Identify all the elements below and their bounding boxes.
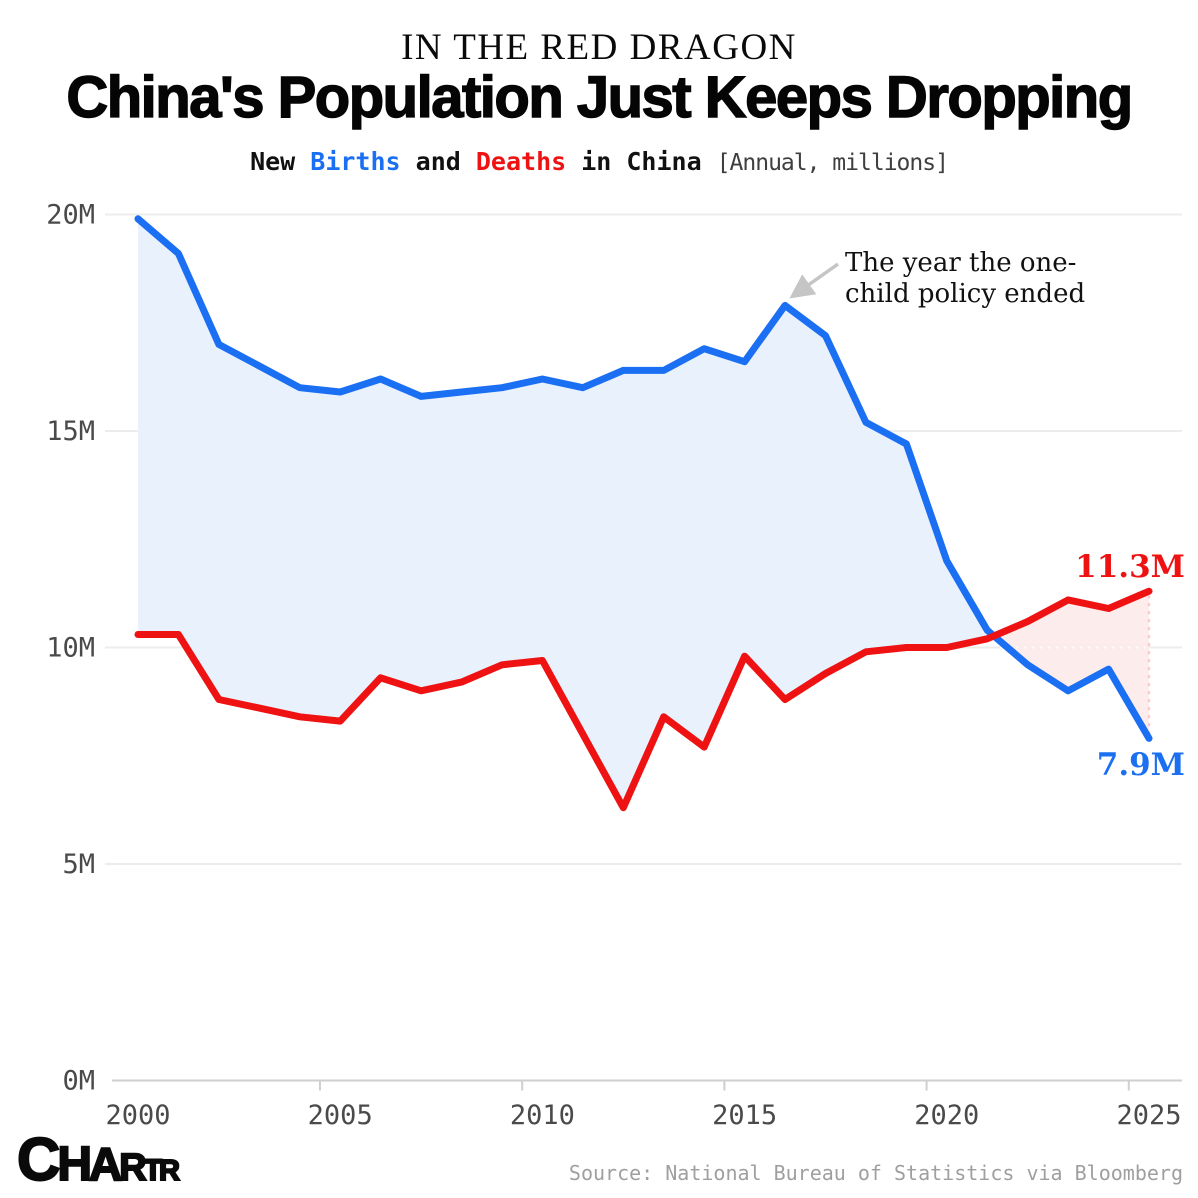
y-tick-label: 10M <box>46 633 95 664</box>
logo-letter: R <box>118 1147 148 1189</box>
subtitle-deaths-word: Deaths <box>475 147 567 176</box>
logo-letter: R <box>158 1155 181 1187</box>
subtitle-prefix: New <box>250 147 311 176</box>
deaths-line <box>134 587 1153 812</box>
deaths-surplus-area <box>994 591 1149 739</box>
logo-letter: A <box>88 1138 123 1190</box>
logo-letter: T <box>143 1154 163 1187</box>
x-tick-label: 2020 <box>914 1100 979 1131</box>
page-title: China's Population Just Keeps Dropping <box>66 64 1134 130</box>
births-line <box>134 215 1153 742</box>
chart-subtitle: New Births and Deaths in China [Annual, … <box>0 147 1198 176</box>
births-end-value-label: 7.9M <box>1096 747 1185 783</box>
y-tick-label: 20M <box>46 200 95 231</box>
x-tick-label: 2010 <box>510 1100 575 1131</box>
chartr-logo: CHARTR <box>16 1126 181 1193</box>
subtitle-and: and <box>400 147 476 176</box>
deaths-end-value-label: 11.3M <box>1075 549 1185 585</box>
subtitle-units-note: [Annual, millions] <box>716 150 949 176</box>
subtitle-in-china: in China <box>566 147 717 176</box>
subtitle-births-word: Births <box>310 147 401 176</box>
logo-letter: H <box>56 1138 93 1191</box>
x-tick-label: 2015 <box>712 1100 777 1131</box>
one-child-policy-annotation: The year the one- child policy ended <box>845 248 1085 310</box>
births-surplus-area <box>138 218 994 808</box>
annotation-line-2: child policy ended <box>845 279 1086 309</box>
annotation-arrow <box>789 262 840 299</box>
source-attribution: Source: National Bureau of Statistics vi… <box>568 1161 1183 1185</box>
y-tick-label: 15M <box>46 416 95 447</box>
y-tick-label: 5M <box>62 849 95 880</box>
kicker: IN THE RED DRAGON <box>401 27 797 68</box>
annotation-line-1: The year the one- <box>845 248 1077 278</box>
x-tick-label: 2000 <box>105 1100 170 1131</box>
y-tick-label: 0M <box>62 1066 95 1097</box>
x-tick-label: 2025 <box>1116 1100 1181 1131</box>
logo-letter: C <box>16 1126 61 1193</box>
x-tick-label: 2005 <box>308 1100 373 1131</box>
